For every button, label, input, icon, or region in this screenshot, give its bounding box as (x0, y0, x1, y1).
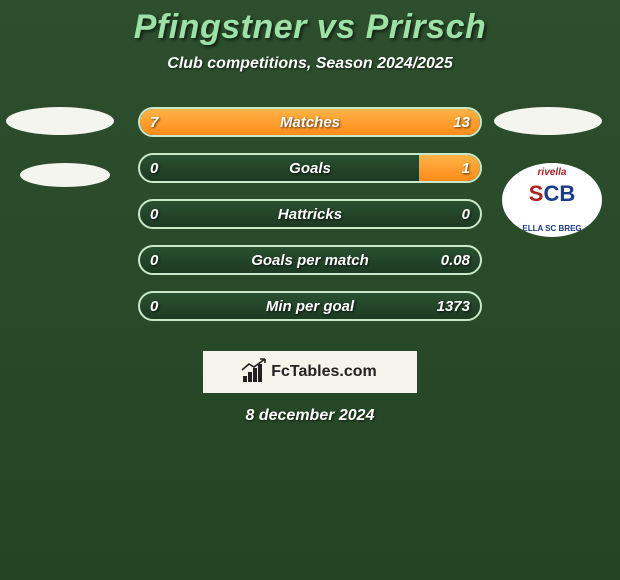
stat-row-hattricks: 0 Hattricks 0 (138, 199, 482, 229)
right-badge-2-scb: rivella SCB ELLA SC BREG (502, 163, 602, 237)
date-label: 8 december 2024 (0, 407, 620, 425)
stat-row-goals-per-match: 0 Goals per match 0.08 (138, 245, 482, 275)
stat-label: Hattricks (140, 201, 480, 227)
right-team-badges: rivella SCB ELLA SC BREG (494, 107, 614, 237)
stat-bars: 7 Matches 13 0 Goals 1 0 Hattricks 0 (138, 107, 482, 321)
bar-fill-right (419, 155, 480, 181)
stat-right-value: 1373 (437, 293, 470, 319)
stat-left-value: 0 (150, 201, 158, 227)
stat-right-value: 13 (453, 109, 470, 135)
stat-left-value: 0 (150, 247, 158, 273)
stat-row-goals: 0 Goals 1 (138, 153, 482, 183)
left-badge-1 (6, 107, 114, 135)
chart-icon (243, 362, 267, 382)
stat-left-value: 0 (150, 155, 158, 181)
stat-left-value: 0 (150, 293, 158, 319)
comparison-card: Pfingstner vs Prirsch Club competitions,… (0, 0, 620, 425)
stat-left-value: 7 (150, 109, 158, 135)
page-title: Pfingstner vs Prirsch (0, 8, 620, 47)
badge-mid-text: SCB (502, 181, 602, 207)
bar-fill-right (259, 109, 480, 135)
left-team-badges (6, 107, 126, 215)
badge-top-text: rivella (502, 167, 602, 178)
right-badge-1 (494, 107, 602, 135)
stat-right-value: 0.08 (441, 247, 470, 273)
stats-area: rivella SCB ELLA SC BREG 7 Matches 13 0 … (0, 107, 620, 347)
stat-label: Min per goal (140, 293, 480, 319)
badge-bottom-text: ELLA SC BREG (502, 224, 602, 233)
left-badge-2 (20, 163, 110, 187)
stat-row-matches: 7 Matches 13 (138, 107, 482, 137)
stat-right-value: 1 (462, 155, 470, 181)
stat-label: Goals per match (140, 247, 480, 273)
subtitle: Club competitions, Season 2024/2025 (0, 55, 620, 73)
brand-text: FcTables.com (271, 363, 377, 381)
footer-brand[interactable]: FcTables.com (203, 351, 417, 393)
stat-row-min-per-goal: 0 Min per goal 1373 (138, 291, 482, 321)
stat-right-value: 0 (462, 201, 470, 227)
